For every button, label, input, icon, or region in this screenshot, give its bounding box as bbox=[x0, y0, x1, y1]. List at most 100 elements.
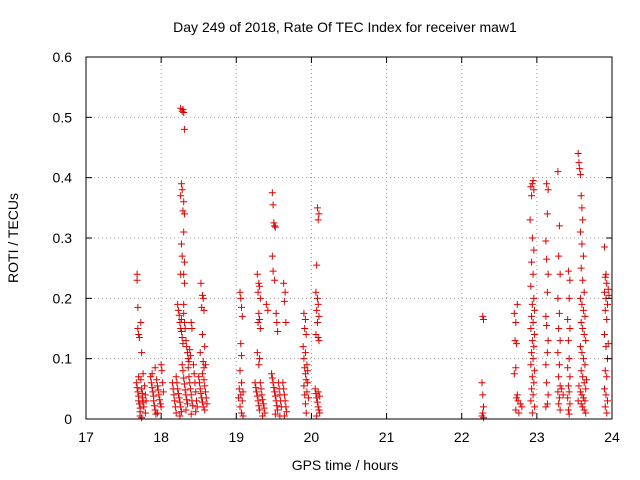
data-point bbox=[566, 276, 574, 284]
data-point bbox=[529, 391, 537, 399]
data-point bbox=[555, 394, 563, 402]
data-point bbox=[313, 398, 321, 406]
data-point bbox=[256, 406, 264, 414]
data-point bbox=[153, 409, 161, 417]
data-point bbox=[513, 300, 521, 308]
data-point bbox=[543, 210, 551, 218]
data-point bbox=[271, 388, 279, 396]
data-point bbox=[480, 414, 488, 422]
data-point bbox=[280, 279, 288, 287]
data-point bbox=[566, 400, 574, 408]
y-tick-label: 0.3 bbox=[53, 230, 73, 246]
data-point bbox=[578, 300, 586, 308]
data-point bbox=[180, 258, 188, 266]
data-point bbox=[566, 325, 574, 332]
data-point bbox=[157, 361, 165, 369]
data-point bbox=[252, 384, 260, 392]
data-point bbox=[577, 400, 585, 408]
data-point bbox=[174, 390, 182, 398]
data-point bbox=[564, 406, 572, 414]
data-point bbox=[256, 325, 264, 332]
x-tick-label: 20 bbox=[304, 429, 320, 445]
data-point bbox=[604, 340, 612, 348]
data-point bbox=[314, 403, 322, 411]
data-point bbox=[255, 361, 263, 369]
data-point bbox=[154, 386, 162, 394]
data-point bbox=[555, 361, 563, 369]
data-point bbox=[279, 379, 287, 387]
data-point bbox=[578, 391, 586, 399]
data-point bbox=[543, 288, 551, 296]
data-point bbox=[542, 237, 550, 245]
data-point bbox=[147, 373, 155, 381]
data-point bbox=[262, 300, 270, 308]
data-point bbox=[134, 325, 142, 332]
data-point bbox=[600, 331, 608, 339]
data-point bbox=[236, 403, 244, 411]
data-point bbox=[175, 394, 183, 402]
data-point bbox=[198, 331, 206, 339]
data-point bbox=[304, 379, 312, 387]
data-point bbox=[510, 370, 518, 378]
data-point bbox=[179, 207, 187, 215]
data-point bbox=[601, 273, 609, 281]
data-point bbox=[556, 382, 564, 390]
data-point bbox=[201, 343, 209, 351]
data-point bbox=[175, 311, 183, 319]
data-point bbox=[181, 325, 189, 332]
data-point bbox=[301, 349, 309, 357]
data-point bbox=[185, 373, 193, 381]
data-point bbox=[603, 373, 611, 381]
data-point bbox=[576, 165, 584, 173]
data-point bbox=[179, 105, 187, 113]
data-point bbox=[542, 312, 550, 320]
data-point bbox=[515, 409, 523, 417]
data-point bbox=[576, 388, 584, 396]
data-point bbox=[313, 394, 321, 402]
data-point bbox=[195, 373, 203, 381]
data-point bbox=[199, 294, 207, 302]
data-point bbox=[478, 379, 486, 387]
data-point bbox=[526, 216, 534, 224]
data-point bbox=[578, 204, 586, 212]
data-point bbox=[313, 306, 321, 314]
data-point bbox=[255, 309, 263, 317]
data-point bbox=[158, 367, 166, 375]
data-point bbox=[564, 364, 572, 372]
data-point bbox=[140, 403, 148, 411]
data-points bbox=[132, 104, 613, 422]
data-point bbox=[159, 379, 167, 387]
data-point bbox=[528, 300, 536, 308]
data-point bbox=[577, 367, 585, 375]
data-point bbox=[180, 318, 188, 326]
data-point bbox=[268, 252, 276, 260]
data-point bbox=[135, 373, 143, 381]
data-point bbox=[302, 331, 310, 339]
y-tick-label: 0.5 bbox=[53, 109, 73, 125]
data-point bbox=[174, 385, 182, 393]
data-point bbox=[565, 410, 573, 418]
x-tick-label: 18 bbox=[153, 429, 169, 445]
data-point bbox=[186, 385, 194, 393]
data-point bbox=[528, 180, 536, 188]
data-point bbox=[182, 406, 190, 414]
data-point bbox=[257, 385, 265, 393]
data-point bbox=[198, 398, 206, 406]
data-point bbox=[200, 306, 208, 314]
data-point bbox=[579, 403, 587, 411]
data-point bbox=[601, 403, 609, 411]
data-point bbox=[239, 412, 247, 420]
data-point bbox=[268, 370, 276, 378]
data-point bbox=[529, 318, 537, 326]
data-point bbox=[313, 204, 321, 212]
data-point bbox=[302, 409, 310, 417]
data-point bbox=[510, 309, 518, 317]
data-point bbox=[543, 180, 551, 188]
data-point bbox=[559, 391, 567, 399]
x-tick-label: 19 bbox=[228, 429, 244, 445]
data-point bbox=[149, 388, 157, 396]
data-point bbox=[189, 361, 197, 369]
data-point bbox=[564, 394, 572, 402]
data-point bbox=[301, 370, 309, 378]
x-tick-label: 17 bbox=[78, 429, 94, 445]
